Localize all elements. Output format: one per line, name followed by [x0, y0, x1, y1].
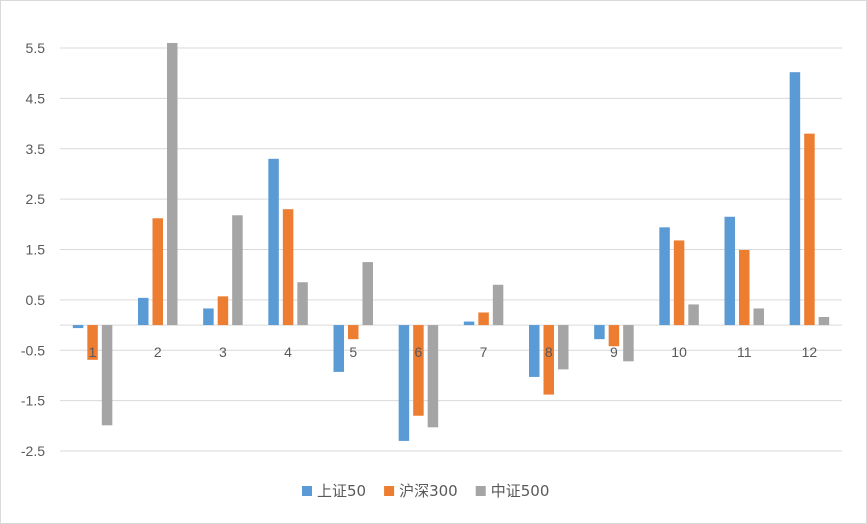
bar: [297, 282, 308, 326]
bar: [217, 296, 229, 326]
y-tick-label: 1.5: [26, 242, 46, 258]
y-tick-label: 0.5: [26, 292, 46, 308]
bar: [529, 325, 540, 377]
bar: [558, 325, 569, 370]
bar: [688, 304, 699, 326]
x-tick-label: 3: [219, 344, 227, 360]
bar: [138, 297, 149, 326]
bar: [232, 215, 243, 326]
legend-label: 中证500: [491, 482, 550, 500]
x-tick-label: 1: [89, 344, 97, 360]
bar: [427, 325, 439, 428]
bars: [72, 42, 830, 441]
bar: [348, 325, 359, 340]
x-tick-label: 12: [802, 344, 818, 360]
legend-label: 沪深300: [399, 482, 458, 500]
legend-swatch: [302, 486, 312, 496]
bar: [543, 325, 554, 395]
bar: [333, 325, 344, 372]
bar: [724, 216, 735, 326]
y-tick-label: 3.5: [26, 141, 46, 157]
legend: 上证50 沪深300 中证500: [302, 482, 549, 500]
bar: [362, 262, 373, 326]
y-tick-label: -2.5: [21, 443, 45, 459]
bar: [398, 325, 410, 441]
bar: [818, 317, 830, 326]
x-tick-label: 7: [480, 344, 488, 360]
bar: [282, 209, 294, 326]
bar: [804, 133, 815, 326]
y-tick-label: 5.5: [26, 40, 46, 56]
bar: [413, 325, 424, 416]
y-axis-ticks: 5.5 4.5 3.5 2.5 1.5 0.5 -0.5 -1.5 -2.5: [21, 40, 45, 459]
bar: [608, 325, 620, 347]
x-tick-label: 6: [415, 344, 423, 360]
bar: [659, 227, 670, 326]
bar: [87, 325, 98, 360]
x-tick-label: 9: [610, 344, 618, 360]
bar: [789, 72, 801, 326]
bar: [152, 218, 163, 326]
bar: [463, 321, 475, 326]
x-tick-label: 10: [671, 344, 687, 360]
bar: [623, 325, 634, 362]
bar: [492, 284, 504, 326]
bar: [594, 325, 605, 340]
legend-swatch: [384, 486, 395, 496]
y-tick-label: 4.5: [26, 90, 46, 106]
x-tick-label: 2: [154, 344, 162, 360]
x-tick-label: 11: [737, 344, 752, 360]
y-tick-label: -1.5: [21, 393, 45, 409]
bar: [203, 308, 214, 326]
y-tick-label: -0.5: [21, 342, 45, 358]
bar: [101, 325, 113, 426]
x-tick-label: 4: [284, 344, 292, 360]
bar: [478, 312, 489, 326]
y-tick-label: 2.5: [26, 191, 46, 207]
legend-label: 上证50: [317, 482, 366, 500]
bar: [72, 325, 84, 329]
bar: [268, 158, 279, 326]
gridlines: [60, 47, 842, 452]
x-tick-label: 5: [349, 344, 357, 360]
bar: [167, 42, 178, 326]
bar: [673, 240, 685, 326]
bar: [739, 250, 750, 326]
x-tick-label: 8: [545, 344, 553, 360]
x-axis-ticks: 1 2 3 4 5 6 7 8 9 10 11 12: [89, 344, 818, 360]
bar: [753, 308, 764, 326]
legend-swatch: [475, 486, 486, 496]
